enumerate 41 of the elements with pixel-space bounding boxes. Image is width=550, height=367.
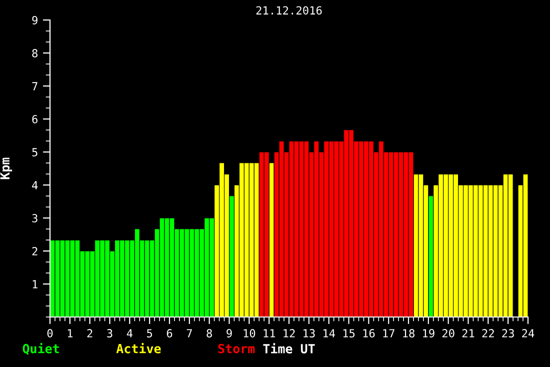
y-tick-label: 2: [32, 247, 38, 256]
x-tick-label: 16: [363, 329, 375, 338]
y-tick-label: 4: [32, 181, 38, 190]
bar: [54, 240, 60, 317]
x-tick-label: 3: [107, 329, 112, 338]
y-tick-label: 6: [32, 115, 38, 124]
x-tick-label: 1: [68, 329, 73, 338]
text: Storm: [218, 344, 255, 354]
x-tick-label: 10: [244, 329, 256, 338]
y-tick-label: 7: [32, 82, 38, 90]
x-tick-label: 5: [147, 329, 152, 338]
x-tick-label: 23: [502, 329, 514, 338]
x-tick-label: 11: [264, 329, 276, 338]
x-axis-title: Time UT: [263, 343, 315, 354]
x-tick-label: 2: [87, 329, 92, 338]
y-tick-label: 1: [32, 280, 38, 288]
x-tick-label: 6: [166, 329, 172, 338]
y-tick-label: 8: [32, 49, 38, 58]
x-tick-label: 17: [383, 329, 394, 338]
y-tick-label: 5: [32, 148, 38, 156]
x-tick-label: 12: [284, 329, 295, 338]
x-tick-label: 4: [126, 329, 132, 338]
x-tick-label: 19: [423, 329, 434, 338]
text: Quiet: [22, 342, 59, 355]
y-tick-label: 3: [32, 214, 38, 222]
x-tick-label: 18: [403, 329, 414, 338]
x-tick-label: 8: [206, 329, 212, 338]
x-tick-label: 15: [343, 329, 355, 338]
y-axis-title: Kpm: [0, 158, 12, 180]
x-tick-label: 7: [186, 329, 192, 338]
y-tick-label: 9: [32, 16, 38, 24]
x-tick-label: 20: [442, 329, 454, 338]
x-tick-label: 0: [47, 329, 53, 338]
x-tick-label: 24: [522, 329, 534, 338]
x-tick-label: 22: [482, 329, 494, 338]
x-tick-label: 9: [226, 329, 232, 338]
text: Active: [116, 342, 161, 354]
x-tick-label: 21: [462, 329, 474, 338]
chart-title: 21.12.2016: [256, 6, 322, 15]
x-tick-label: 13: [304, 329, 315, 338]
x-tick-label: 14: [323, 329, 335, 338]
